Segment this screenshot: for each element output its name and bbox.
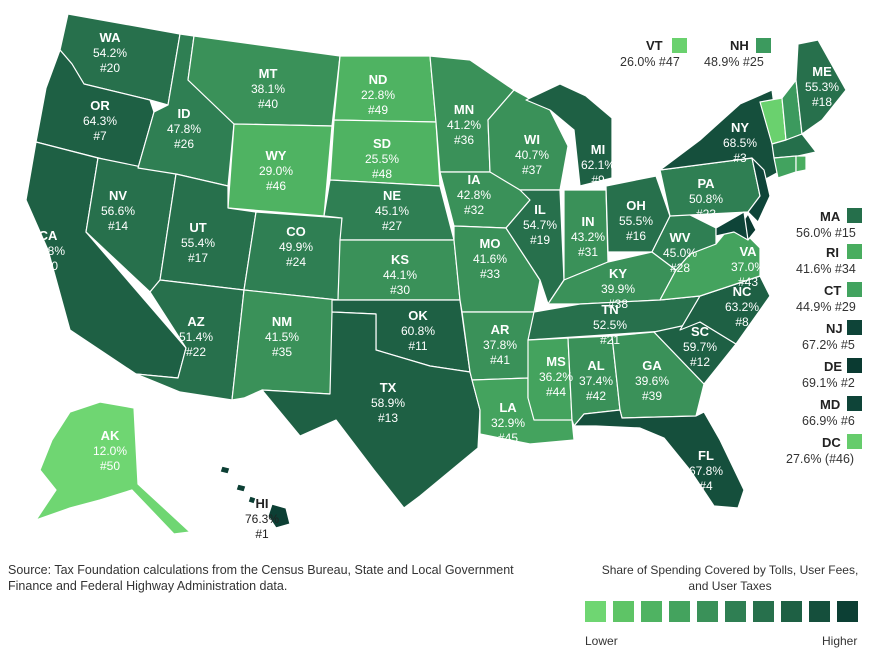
state-label-ne: NE 45.1% #27: [375, 188, 409, 233]
ct-abbr: CT: [824, 283, 842, 298]
vt-swatch: [672, 38, 687, 53]
state-label-tx: TX 58.9% #13: [371, 380, 405, 425]
state-fl[interactable]: [573, 409, 745, 509]
state-ct[interactable]: [773, 155, 797, 179]
state-me[interactable]: [795, 39, 847, 135]
nj-abbr: NJ: [826, 321, 843, 336]
scale-step-7: [753, 601, 774, 622]
legend-title: Share of Spending Covered by Tolls, User…: [601, 563, 859, 593]
nj-swatch: [847, 320, 862, 335]
state-label-wa: WA 54.2% #20: [93, 30, 127, 75]
state-label-nm: NM 41.5% #35: [265, 314, 299, 359]
scale-step-10: [837, 601, 858, 622]
scale-step-1: [585, 601, 606, 622]
nj-value: 67.2% #5: [802, 338, 855, 352]
state-label-al: AL 37.4% #42: [579, 358, 613, 403]
state-ak[interactable]: [35, 401, 191, 535]
state-label-sc: SC 59.7% #12: [683, 324, 717, 369]
md-abbr: MD: [820, 397, 841, 412]
state-hi[interactable]: [219, 465, 291, 529]
source-note: Source: Tax Foundation calculations from…: [8, 563, 514, 593]
ri-swatch: [847, 244, 862, 259]
state-label-or: OR 64.3% #7: [83, 98, 117, 143]
dc-abbr: DC: [822, 435, 841, 450]
state-label-mt: MT 38.1% #40: [251, 66, 285, 111]
state-label-id: ID 47.8% #26: [167, 106, 201, 151]
state-label-ak: AK 12.0% #50: [93, 428, 127, 473]
state-label-in: IN 43.2% #31: [571, 214, 605, 259]
state-label-wy: WY 29.0% #46: [259, 148, 293, 193]
de-abbr: DE: [824, 359, 843, 374]
state-label-mo: MO 41.6% #33: [473, 236, 507, 281]
state-ms[interactable]: [527, 337, 573, 421]
state-label-ok: OK 60.8% #11: [401, 308, 435, 353]
scale-step-2: [613, 601, 634, 622]
state-label-ky: KY 39.9% #38: [601, 266, 635, 311]
ma-abbr: MA: [820, 209, 841, 224]
state-md[interactable]: [715, 211, 749, 241]
vt-abbr: VT: [646, 38, 663, 53]
scale-step-3: [641, 601, 662, 622]
state-label-wi: WI 40.7% #37: [515, 132, 549, 177]
scale-step-9: [809, 601, 830, 622]
state-label-hi: HI 76.3% #1: [245, 496, 279, 541]
state-label-co: CO 49.9% #24: [279, 224, 313, 269]
scale-step-5: [697, 601, 718, 622]
dc-value: 27.6% (#46): [786, 452, 855, 466]
state-label-oh: OH 55.5% #16: [619, 198, 653, 243]
state-label-ms: MS 36.2% #44: [539, 354, 573, 399]
state-label-ga: GA 39.6% #39: [635, 358, 669, 403]
state-label-nc: NC 63.2% #8: [725, 284, 759, 329]
ct-value: 44.9% #29: [796, 300, 856, 314]
ma-swatch: [847, 208, 862, 223]
state-label-il: IL 54.7% #19: [523, 202, 557, 247]
de-swatch: [847, 358, 862, 373]
state-label-me: ME 55.3% #18: [805, 64, 839, 109]
nh-value: 48.9% #25: [704, 55, 764, 69]
nh-swatch: [756, 38, 771, 53]
state-nj[interactable]: [747, 157, 771, 223]
scale-step-4: [669, 601, 690, 622]
nh-abbr: NH: [730, 38, 749, 53]
state-label-nv: NV 56.6% #14: [101, 188, 135, 233]
md-swatch: [847, 396, 862, 411]
state-label-mn: MN 41.2% #36: [447, 102, 481, 147]
legend-low-label: Lower: [585, 634, 618, 648]
state-label-ia: IA 42.8% #32: [457, 172, 491, 217]
state-label-pa: PA 50.8% #23: [689, 176, 723, 221]
us-choropleth-map: WA 54.2% #20 OR 64.3% #7 CA 61.8% #10 NV 56.6% #14 I…: [25, 13, 847, 541]
ri-abbr: RI: [826, 245, 839, 260]
state-mi[interactable]: [525, 83, 613, 187]
state-wi[interactable]: [487, 89, 569, 191]
state-label-ny: NY 68.5% #3: [723, 120, 757, 165]
dc-swatch: [847, 434, 862, 449]
state-label-fl: FL 67.8% #4: [689, 448, 723, 493]
state-tx[interactable]: [261, 311, 481, 509]
scale-step-8: [781, 601, 802, 622]
vt-value: 26.0% #47: [620, 55, 680, 69]
ri-value: 41.6% #34: [796, 262, 856, 276]
state-label-nd: ND 22.8% #49: [361, 72, 395, 117]
scale-step-6: [725, 601, 746, 622]
state-label-ks: KS 44.1% #30: [383, 252, 417, 297]
state-label-mi: MI 62.1% #9: [581, 142, 615, 187]
de-value: 69.1% #2: [802, 376, 855, 390]
legend-high-label: Higher: [822, 634, 858, 648]
state-label-wv: WV 45.0% #28: [663, 230, 697, 275]
state-label-sd: SD 25.5% #48: [365, 136, 399, 181]
state-label-la: LA 32.9% #45: [491, 400, 525, 445]
state-label-tn: TN 52.5% #21: [593, 302, 627, 347]
state-label-az: AZ 51.4% #22: [179, 314, 213, 359]
md-value: 66.9% #6: [802, 414, 855, 428]
state-label-ut: UT 55.4% #17: [181, 220, 215, 265]
ct-swatch: [847, 282, 862, 297]
state-label-va: VA 37.0% #43: [731, 244, 765, 289]
ma-value: 56.0% #15: [796, 226, 856, 240]
state-label-ca: CA 61.8% #10: [31, 228, 65, 273]
state-ri[interactable]: [795, 155, 807, 173]
state-label-ar: AR 37.8% #41: [483, 322, 517, 367]
state-il[interactable]: [505, 189, 565, 305]
